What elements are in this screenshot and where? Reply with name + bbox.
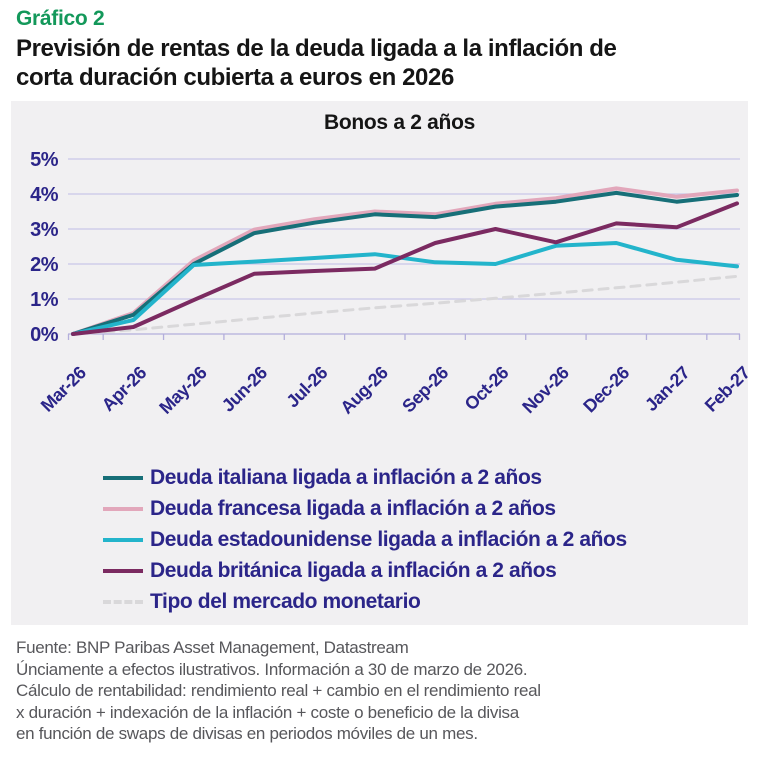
- line-chart: 5% 4% 3% 2% 1% 0% Mar-26 Apr-26 May-26 Jun-26 Jul-…: [30, 149, 748, 418]
- chart-title: Bonos a 2 años: [323, 111, 475, 134]
- x-axis-label: Sep-26: [398, 362, 452, 416]
- y-axis-label: 1%: [30, 289, 59, 311]
- legend: Deuda italiana ligada a inflación a 2 añ…: [103, 462, 748, 617]
- legend-label: Deuda británica ligada a inflación a 2 a…: [150, 558, 557, 582]
- x-axis-label: Dec-26: [579, 362, 633, 416]
- legend-label: Deuda italiana ligada a inflación a 2 añ…: [150, 465, 542, 489]
- legend-swatch-britanica: [103, 568, 143, 573]
- x-axis-label: Jul-26: [282, 362, 331, 411]
- legend-item-mercado: Tipo del mercado monetario: [103, 586, 748, 617]
- legend-swatch-estadounidense: [103, 537, 143, 542]
- x-axis-label: Nov-26: [518, 362, 573, 417]
- x-axis-label: May-26: [155, 362, 211, 418]
- x-axis-label: Apr-26: [98, 362, 151, 415]
- page-title-line-1: Previsión de rentas de la deuda ligada a…: [16, 35, 617, 62]
- y-axis-label: 5%: [30, 149, 59, 171]
- y-axis-label: 4%: [30, 184, 59, 206]
- series-line-1: [71, 186, 739, 336]
- y-axis-label: 0%: [30, 324, 59, 346]
- page-title: Previsión de rentas de la deuda ligada a…: [16, 34, 743, 92]
- chart-panel: Bonos a 2 años 5% 4% 3% 2% 1% 0% Mar-26 Apr-26 M…: [11, 101, 748, 625]
- legend-swatch-italiana: [103, 475, 143, 480]
- legend-swatch-francesa: [103, 506, 143, 511]
- x-axis-label: Mar-26: [37, 362, 90, 415]
- footnote-line: en función de swaps de divisas en period…: [16, 724, 478, 743]
- footnote-line: Cálculo de rentabilidad: rendimiento rea…: [16, 681, 541, 700]
- y-axis-label: 3%: [30, 219, 59, 241]
- series-line-3: [71, 201, 739, 336]
- x-axis-label: Feb-27: [701, 362, 748, 415]
- legend-item-italiana: Deuda italiana ligada a inflación a 2 añ…: [103, 462, 748, 493]
- header: Gráfico 2 Previsión de rentas de la deud…: [0, 0, 759, 92]
- x-axis-label: Jan-27: [641, 362, 694, 415]
- legend-swatch-mercado: [103, 599, 143, 604]
- legend-label: Tipo del mercado monetario: [150, 589, 421, 613]
- y-axis-label: 2%: [30, 254, 59, 276]
- footnote-line: x duración + indexación de la inflación …: [16, 702, 519, 722]
- x-axis-label: Oct-26: [461, 362, 513, 414]
- legend-item-britanica: Deuda británica ligada a inflación a 2 a…: [103, 555, 748, 586]
- page-title-line-2: corta duración cubierta a euros en 2026: [16, 64, 454, 91]
- footnote-line: Únciamente a efectos ilustrativos. Infor…: [16, 659, 528, 679]
- footnote-line: Fuente: BNP Paribas Asset Management, Da…: [16, 638, 409, 657]
- series-line-2: [71, 241, 739, 336]
- legend-label: Deuda estadounidense ligada a inflación …: [150, 527, 627, 551]
- legend-label: Deuda francesa ligada a inflación a 2 añ…: [150, 496, 556, 520]
- x-axis-label: Jun-26: [218, 362, 271, 415]
- chart-number-label: Gráfico 2: [16, 7, 105, 30]
- legend-item-estadounidense: Deuda estadounidense ligada a inflación …: [103, 524, 748, 555]
- series-line-4: [71, 274, 739, 336]
- legend-item-francesa: Deuda francesa ligada a inflación a 2 añ…: [103, 493, 748, 524]
- source-note: Fuente: BNP Paribas Asset Management, Da…: [0, 625, 759, 745]
- x-axis-label: Aug-26: [336, 362, 392, 418]
